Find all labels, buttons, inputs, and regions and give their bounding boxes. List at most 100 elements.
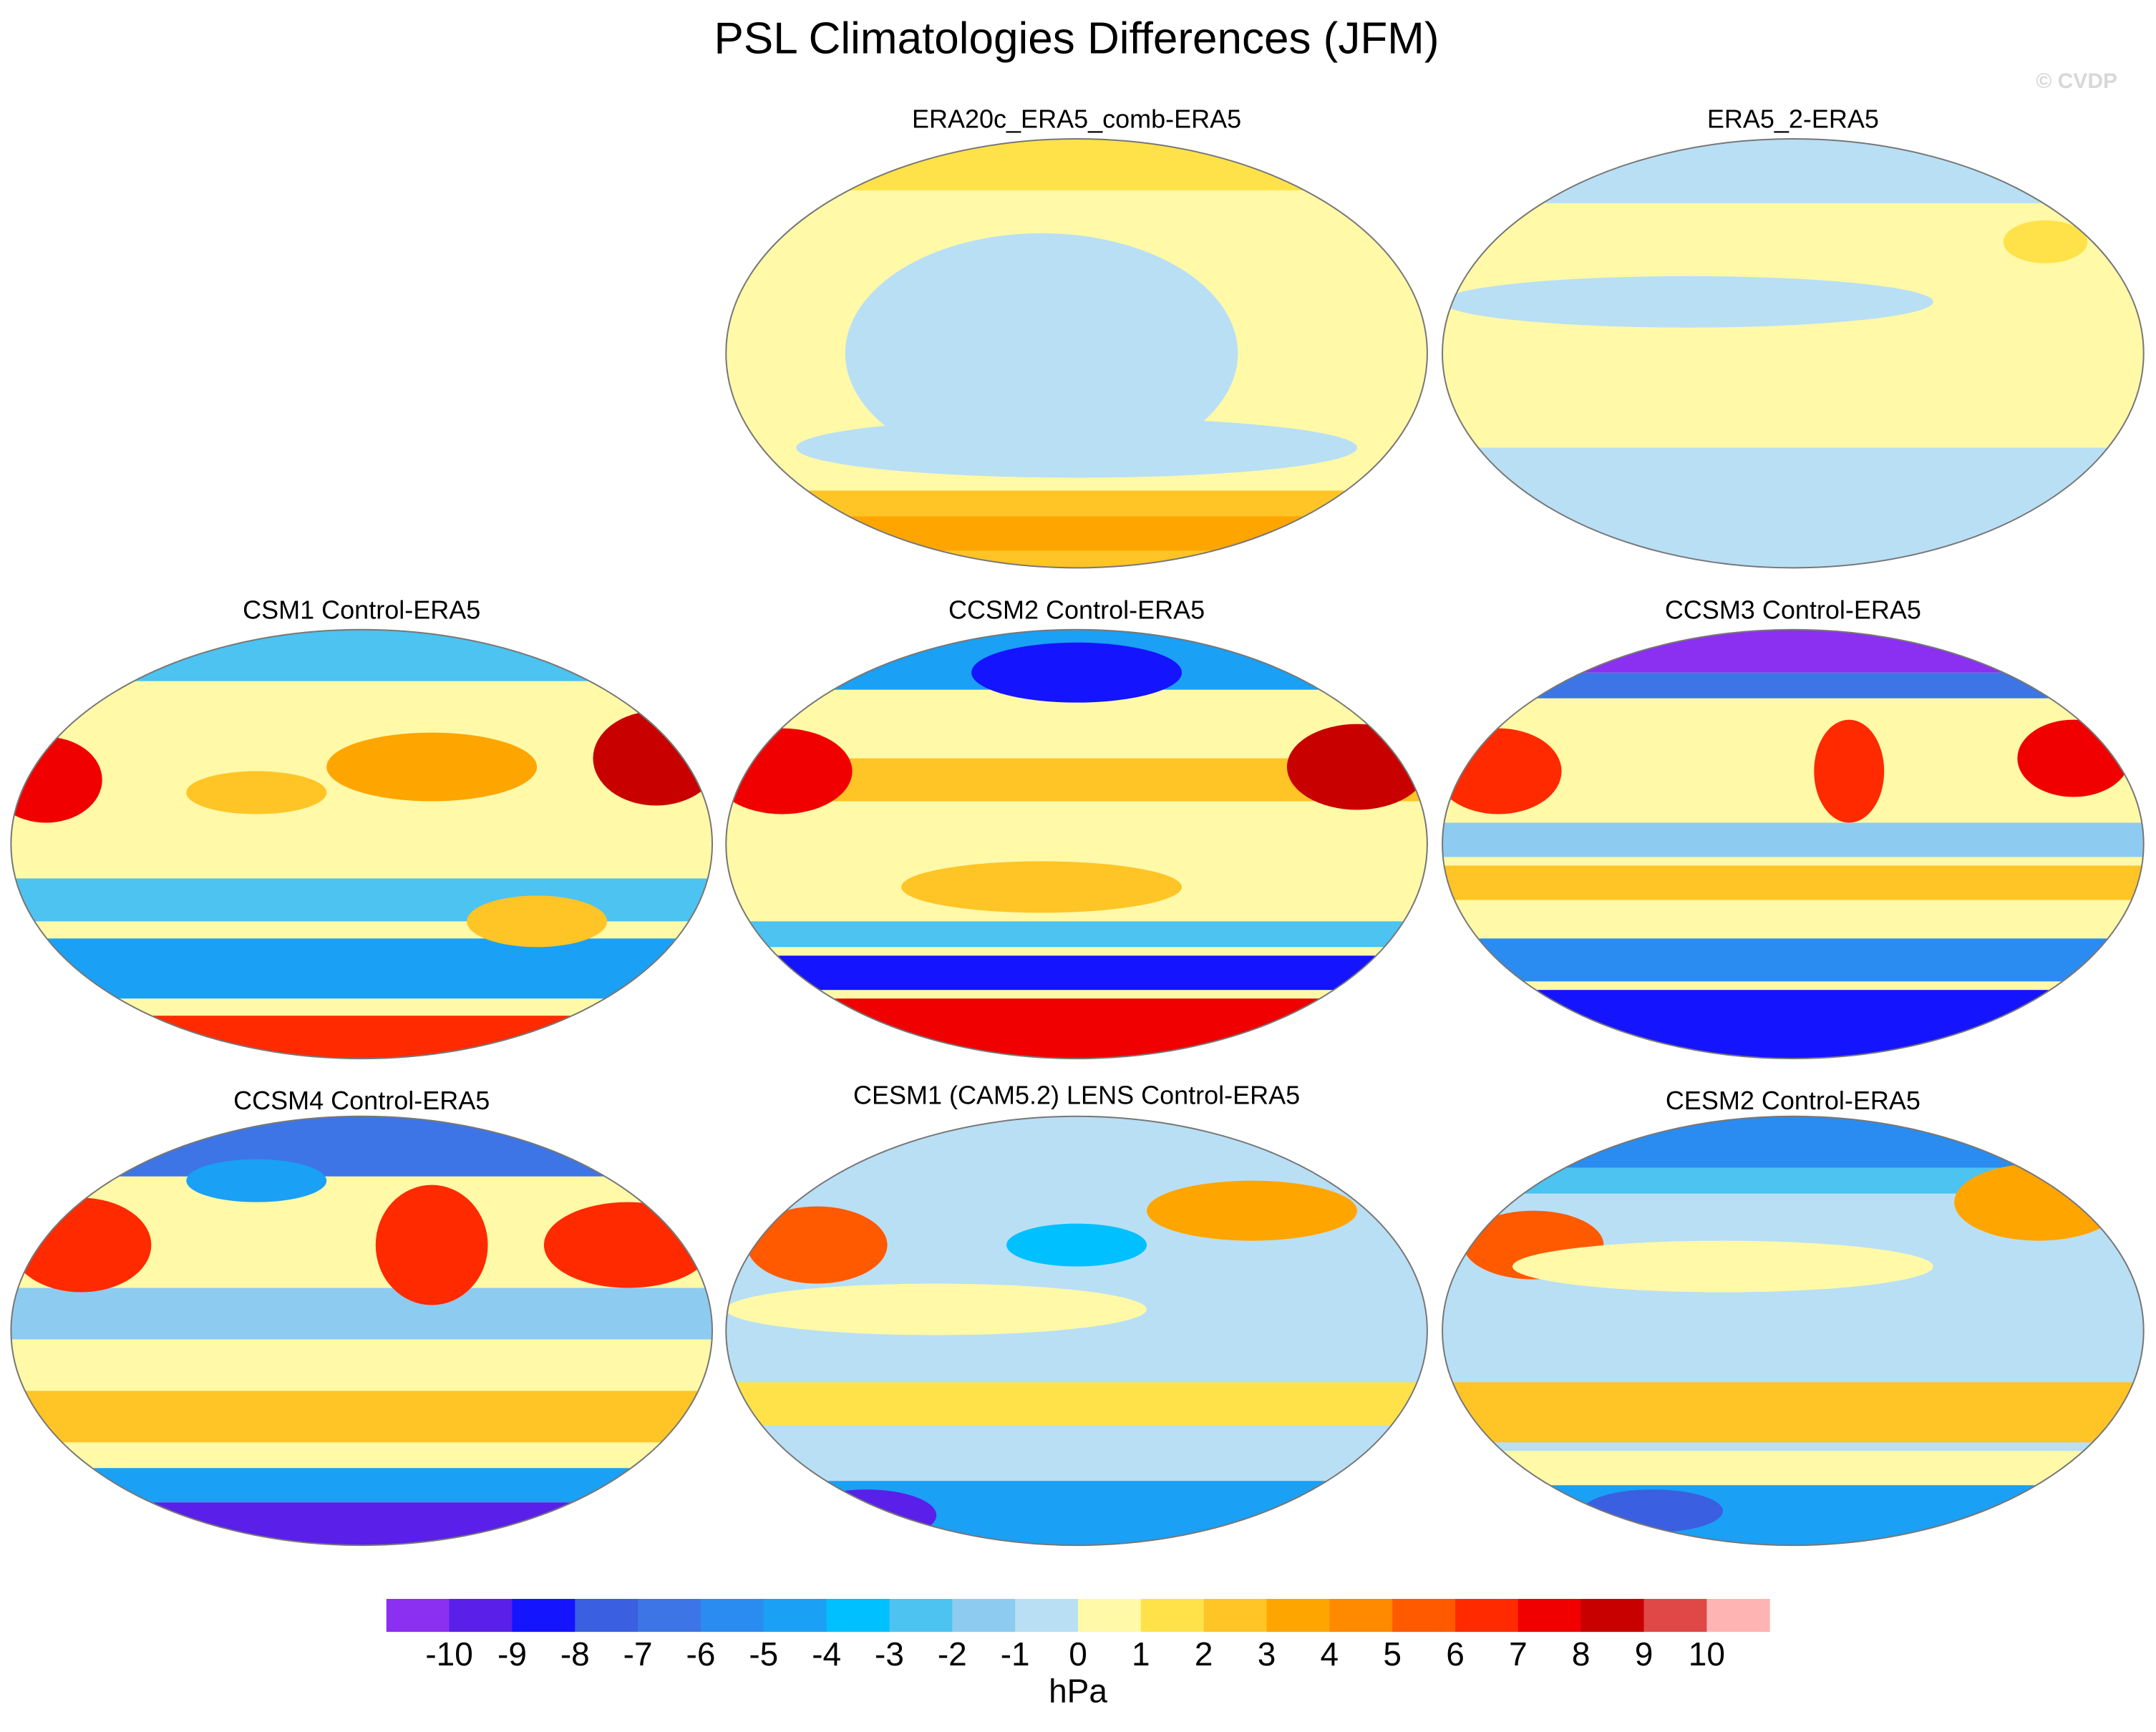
panel-title: ERA20c_ERA5_comb-ERA5 (912, 104, 1241, 134)
field-band (1442, 822, 2144, 857)
field-band (1442, 1382, 2144, 1443)
field-band (1442, 865, 2144, 900)
colorbar-box (889, 1599, 953, 1633)
colorbar-label: 3 (1258, 1635, 1276, 1673)
colorbar-label: 8 (1572, 1635, 1591, 1673)
field-blob (845, 233, 1238, 474)
field-band (1442, 447, 2144, 568)
field-blob (1442, 276, 1933, 328)
colorbar-label: -1 (1001, 1635, 1030, 1673)
map-outline (1442, 138, 2145, 569)
field-band (1442, 938, 2144, 982)
colorbar-label: 10 (1689, 1635, 1725, 1673)
colorbar-label: 7 (1509, 1635, 1528, 1673)
colorbar-box (1518, 1599, 1582, 1633)
colorbar-label: 1 (1132, 1635, 1150, 1673)
colorbar-box (1706, 1599, 1770, 1633)
map-outline (1442, 628, 2145, 1060)
colorbar-box (1580, 1599, 1645, 1633)
field-band (11, 629, 713, 681)
field-band (726, 139, 1427, 190)
colorbar-box (512, 1599, 576, 1633)
map-outline (1442, 1115, 2145, 1547)
field-blob (747, 1206, 888, 1284)
field-blob (1512, 1240, 1933, 1293)
field-band (1442, 1485, 2144, 1546)
panel-title: CCSM3 Control-ERA5 (1665, 595, 1921, 624)
field-blob (1006, 1223, 1147, 1267)
map-outline (725, 1115, 1428, 1547)
field-blob (375, 1184, 488, 1305)
field-blob (1954, 1163, 2123, 1241)
field-blob (796, 1489, 937, 1542)
field-band (11, 1502, 713, 1546)
panel-title: CESM1 (CAM5.2) LENS Control-ERA5 (853, 1080, 1300, 1109)
panel-title: ERA5_2-ERA5 (1707, 104, 1879, 134)
field-blob (11, 1197, 152, 1293)
field-band (1442, 990, 2144, 1059)
colorbar-box (1329, 1599, 1393, 1633)
field-band (1442, 672, 2144, 699)
field-band (726, 955, 1427, 991)
colorbar-box (1078, 1599, 1142, 1633)
map-outline (725, 628, 1428, 1060)
colorbar-box (1266, 1599, 1330, 1633)
colorbar-label: 6 (1446, 1635, 1465, 1673)
colorbar-label: -10 (425, 1635, 472, 1673)
field-band (11, 938, 713, 999)
colorbar-box (1455, 1599, 1519, 1633)
field-blob (2003, 220, 2088, 263)
field-band (726, 1382, 1427, 1426)
field-blob (467, 895, 608, 948)
map-outline (10, 628, 714, 1060)
colorbar-box (1015, 1599, 1079, 1633)
field-blob (1286, 724, 1427, 810)
field-blob (1147, 1180, 1357, 1241)
field-blob (1442, 728, 1562, 814)
colorbar-label: 4 (1321, 1635, 1339, 1673)
map-field (726, 139, 1427, 568)
field-band (1442, 629, 2144, 673)
field-blob (326, 732, 538, 802)
colorbar-box (1203, 1599, 1268, 1633)
field-band (1442, 1116, 2144, 1168)
map-field (1442, 629, 2144, 1059)
colorbar-unit: hPa (1049, 1673, 1107, 1710)
field-blob (2017, 719, 2130, 797)
field-band (1442, 1451, 2144, 1486)
panel-title: CESM2 Control-ERA5 (1666, 1086, 1921, 1115)
panel-title: CCSM4 Control-ERA5 (233, 1086, 490, 1115)
colorbar-box (386, 1599, 450, 1633)
field-band (726, 998, 1427, 1059)
map-outline (725, 138, 1428, 569)
colorbar-box (826, 1599, 890, 1633)
field-band (11, 1288, 713, 1340)
map-field (726, 1116, 1427, 1546)
map-field (1442, 1116, 2144, 1546)
colorbar-box (1392, 1599, 1456, 1633)
field-blob (186, 1159, 327, 1202)
map-field (11, 1116, 713, 1546)
colorbar-label: -5 (749, 1635, 778, 1673)
colorbar-label: -2 (938, 1635, 967, 1673)
field-band (11, 1116, 713, 1177)
field-band (726, 1481, 1427, 1546)
figure-title: PSL Climatologies Differences (JFM) (714, 14, 1439, 63)
field-band (11, 1468, 713, 1503)
field-band (726, 921, 1427, 948)
field-band (726, 516, 1427, 551)
colorbar-label: -8 (560, 1635, 590, 1673)
field-blob (901, 861, 1183, 913)
colorbar-label: -6 (686, 1635, 716, 1673)
colorbar-box (575, 1599, 638, 1633)
colorbar-label: -4 (812, 1635, 841, 1673)
colorbar-box (763, 1599, 827, 1633)
field-blob (593, 711, 713, 806)
colorbar-label: 2 (1195, 1635, 1213, 1673)
field-blob (186, 771, 327, 814)
colorbar-box (638, 1599, 701, 1633)
map-field (726, 629, 1427, 1059)
field-blob (1814, 719, 1885, 823)
